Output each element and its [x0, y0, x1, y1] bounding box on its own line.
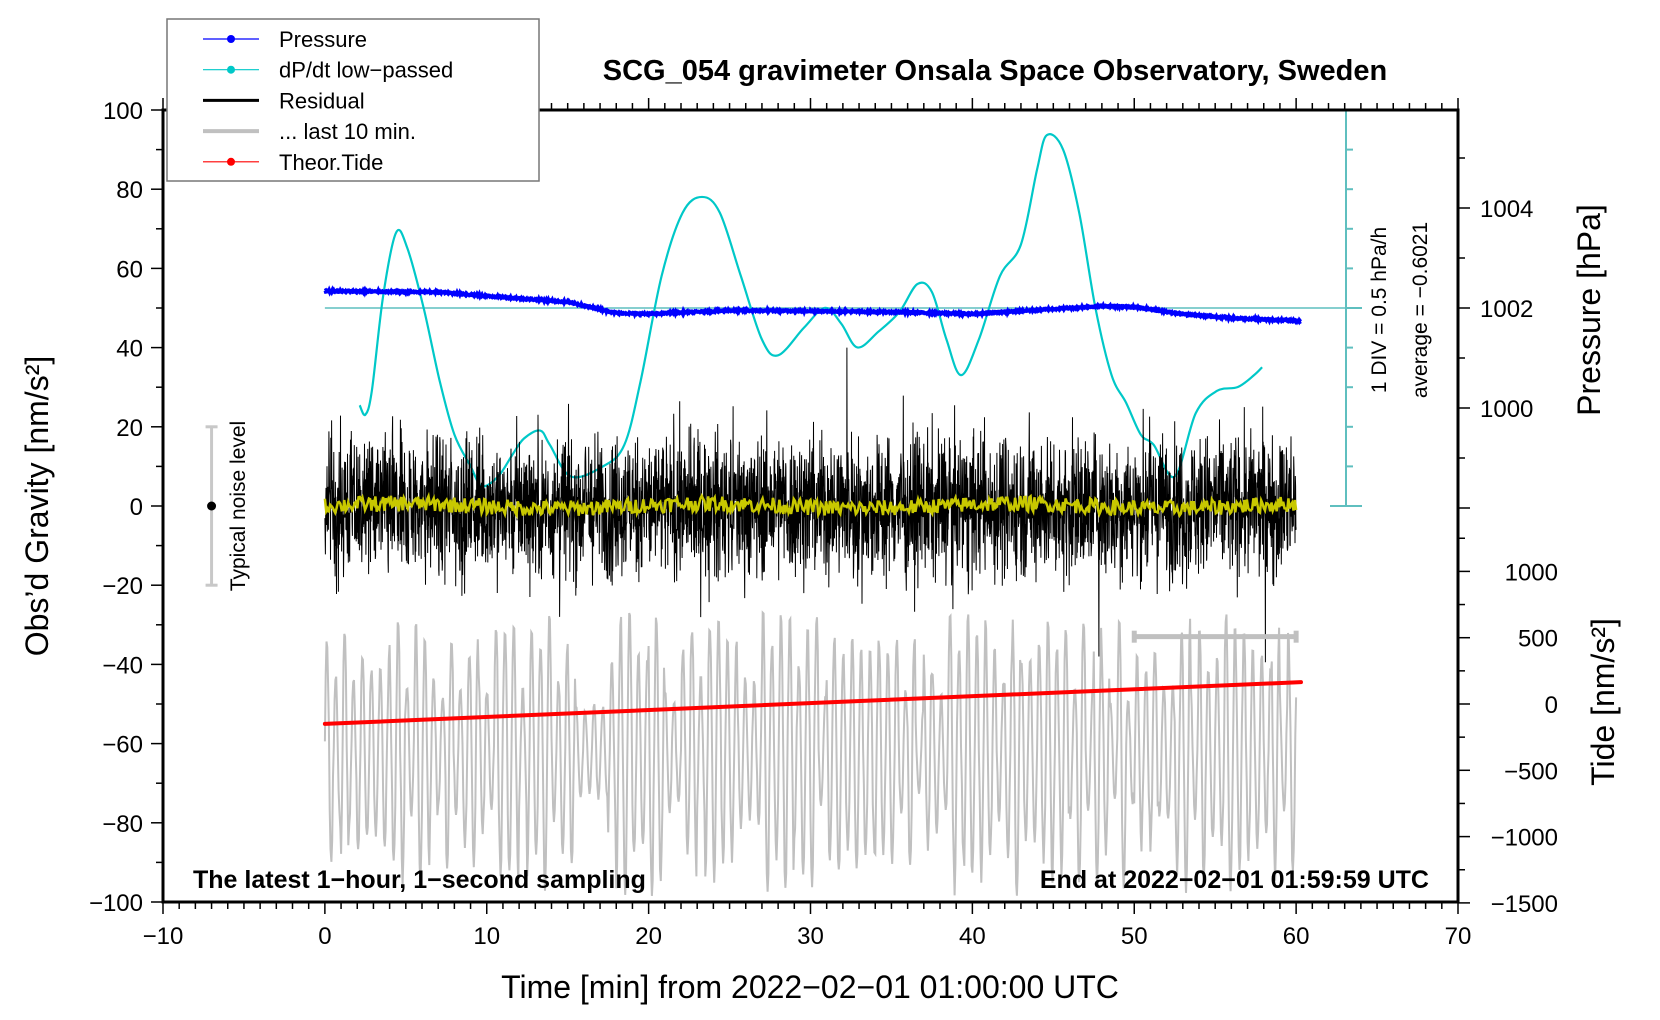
y-tick-label: −60 [102, 732, 143, 759]
x-tick-label: 30 [797, 923, 824, 950]
dpdt-average-label: average = −0.6021 [1409, 222, 1432, 398]
y-tick-label: −40 [102, 652, 143, 679]
noise-level-dot [207, 501, 217, 511]
pressure-tick-label: 1002 [1480, 296, 1533, 323]
x-tick-label: 10 [473, 923, 500, 950]
x-axis-title: Time [min] from 2022−02−01 01:00:00 UTC [501, 969, 1119, 1005]
tide-tick-label: 0 [1545, 692, 1558, 719]
legend-marker-0 [227, 35, 235, 43]
legend: Pressure dP/dt low−passed Residual ... last… [166, 18, 540, 182]
tide-tick-label: −500 [1504, 758, 1558, 785]
series-residual-smoothed [323, 491, 1298, 520]
y-tick-label: 20 [116, 415, 143, 442]
series-theor-tide [322, 680, 1303, 726]
legend-marker-1 [227, 65, 235, 74]
y-tick-label: 60 [116, 256, 143, 283]
series-layer [205, 109, 1362, 896]
noise-level-label: Typical noise level [227, 421, 250, 591]
pressure-axis-title: Pressure [hPa] [1571, 204, 1607, 416]
dpdt-scale-label: 1 DIV = 0.5 hPa/h [1368, 227, 1391, 393]
y-tick-label: 0 [130, 494, 143, 521]
y-tick-label: 100 [103, 98, 143, 125]
y-tick-label: 80 [116, 177, 143, 204]
tide-tick-label: −1500 [1491, 891, 1558, 918]
series-dpdt [358, 133, 1263, 488]
plot-frame [161, 108, 1460, 904]
legend-label: Residual [279, 88, 365, 113]
x-tick-label: 0 [318, 923, 331, 950]
legend-label: ... last 10 min. [279, 119, 416, 144]
series-pressure [323, 285, 1302, 326]
legend-label: dP/dt low−passed [279, 58, 453, 83]
y-axis-title: Obs’d Gravity [nm/s²] [19, 356, 55, 657]
x-tick-label: 60 [1283, 923, 1310, 950]
x-tick-label: 40 [959, 923, 986, 950]
pressure-tick-label: 1004 [1480, 196, 1533, 223]
y-tick-label: −100 [89, 890, 143, 917]
tide-axis-title: Tide [nm/s²] [1585, 618, 1621, 786]
axis-ticks: −10 0 10 20 30 40 50 60 70100806040200−20−40−60−… [89, 98, 1558, 950]
legend-label: Pressure [279, 27, 367, 52]
tide-tick-label: −1000 [1491, 825, 1558, 852]
x-tick-label: −10 [143, 923, 184, 950]
annotation-end-time: End at 2022−02−01 01:59:59 UTC [1040, 866, 1429, 894]
annotation-sampling: The latest 1−hour, 1−second sampling [193, 866, 646, 894]
tide-tick-label: 1000 [1505, 559, 1558, 586]
series-last-10-min [323, 610, 1298, 896]
y-tick-label: −80 [102, 811, 143, 838]
tide-tick-label: 500 [1518, 626, 1558, 653]
y-tick-label: −20 [102, 573, 143, 600]
y-tick-label: 40 [116, 336, 143, 363]
pressure-tick-label: 1000 [1480, 396, 1533, 423]
x-tick-label: 70 [1445, 923, 1472, 950]
legend-label: Theor.Tide [279, 150, 383, 175]
chart-title: SCG_054 gravimeter Onsala Space Observat… [603, 55, 1387, 87]
legend-marker-4 [227, 157, 235, 166]
x-tick-label: 20 [635, 923, 662, 950]
x-tick-label: 50 [1121, 923, 1148, 950]
